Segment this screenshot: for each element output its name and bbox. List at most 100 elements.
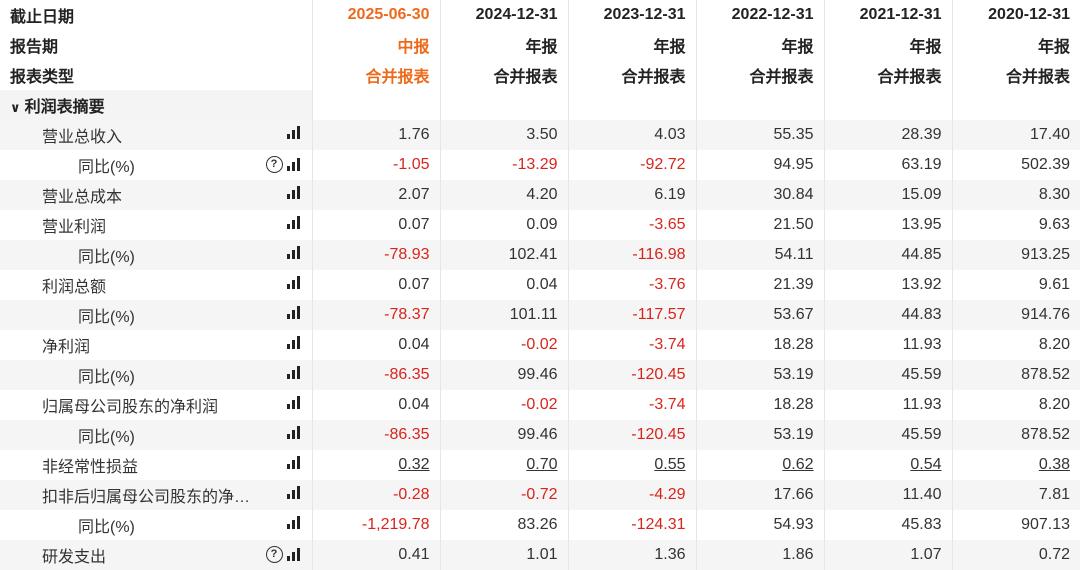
section-empty-cell xyxy=(568,90,697,120)
value-cell: 0.62 xyxy=(696,450,825,480)
value-cell: 63.19 xyxy=(824,150,953,180)
question-circle-icon[interactable]: ? xyxy=(265,156,283,173)
value-cell: 0.38 xyxy=(952,450,1080,480)
row-label-cell: 同比(%) xyxy=(0,360,313,390)
value-cell: 45.59 xyxy=(824,360,953,390)
value-cell: -86.35 xyxy=(312,420,441,450)
value-cell: 6.19 xyxy=(568,180,697,210)
header-cell: 合并报表 xyxy=(952,60,1080,90)
value-cell: -116.98 xyxy=(568,240,697,270)
row-icons xyxy=(286,126,300,139)
value-cell: 53.19 xyxy=(696,360,825,390)
value-cell: 54.93 xyxy=(696,510,825,540)
value-cell: 44.83 xyxy=(824,300,953,330)
section-empty-cell xyxy=(696,90,825,120)
value-cell: -3.74 xyxy=(568,330,697,360)
table-row: 同比(%) -78.93 102.41 -116.98 54.11 44.85 913.25 xyxy=(0,240,1080,270)
row-label: 营业利润 xyxy=(42,219,107,236)
value-cell: 13.95 xyxy=(824,210,953,240)
table-row: 研发支出? 0.41 1.01 1.36 1.86 1.07 0.72 xyxy=(0,540,1080,570)
bar-chart-icon[interactable] xyxy=(286,336,300,349)
value-cell: 914.76 xyxy=(952,300,1080,330)
table-row: 归属母公司股东的净利润 0.04 -0.02 -3.74 18.28 11.93 8.20 xyxy=(0,390,1080,420)
value-cell: 45.59 xyxy=(824,420,953,450)
bar-chart-icon[interactable] xyxy=(286,426,300,439)
row-icons: ? xyxy=(265,546,300,563)
value-cell: -0.02 xyxy=(440,390,569,420)
row-icons xyxy=(286,516,300,529)
value-cell: 7.81 xyxy=(952,480,1080,510)
row-label: 研发支出 xyxy=(42,549,107,566)
question-circle-icon[interactable]: ? xyxy=(265,546,283,563)
value-cell: -0.02 xyxy=(440,330,569,360)
section-empty-cell xyxy=(440,90,569,120)
bar-chart-icon[interactable] xyxy=(286,486,300,499)
section-empty-cell xyxy=(952,90,1080,120)
table-row: 同比(%) -1,219.78 83.26 -124.31 54.93 45.83 907.… xyxy=(0,510,1080,540)
bar-chart-icon[interactable] xyxy=(286,158,300,171)
header-cell: 年报 xyxy=(440,30,569,60)
header-cell: 2022-12-31 xyxy=(696,0,825,30)
table-row: 同比(%) -86.35 99.46 -120.45 53.19 45.59 878.52 xyxy=(0,420,1080,450)
bar-chart-icon[interactable] xyxy=(286,126,300,139)
row-label: 同比(%) xyxy=(78,249,135,266)
row-icons xyxy=(286,486,300,499)
value-cell: 17.40 xyxy=(952,120,1080,150)
row-icons xyxy=(286,306,300,319)
bar-chart-icon[interactable] xyxy=(286,246,300,259)
row-icons xyxy=(286,426,300,439)
row-label-cell: 净利润 xyxy=(0,330,313,360)
bar-chart-icon[interactable] xyxy=(286,548,300,561)
row-icons xyxy=(286,336,300,349)
value-cell: 45.83 xyxy=(824,510,953,540)
value-cell: -13.29 xyxy=(440,150,569,180)
bar-chart-icon[interactable] xyxy=(286,186,300,199)
value-cell: -120.45 xyxy=(568,360,697,390)
value-cell: 99.46 xyxy=(440,360,569,390)
row-label-cell: 归属母公司股东的净利润 xyxy=(0,390,313,420)
row-label-cell: 同比(%) xyxy=(0,240,313,270)
value-cell: 0.54 xyxy=(824,450,953,480)
bar-chart-icon[interactable] xyxy=(286,306,300,319)
chevron-down-icon[interactable]: ∨ xyxy=(10,100,21,115)
row-icons xyxy=(286,366,300,379)
bar-chart-icon[interactable] xyxy=(286,516,300,529)
bar-chart-icon[interactable] xyxy=(286,276,300,289)
bar-chart-icon[interactable] xyxy=(286,396,300,409)
row-icons xyxy=(286,276,300,289)
header-cell: 合并报表 xyxy=(568,60,697,90)
value-cell: 1.07 xyxy=(824,540,953,570)
row-label-cell: 非经常性损益 xyxy=(0,450,313,480)
value-cell: 99.46 xyxy=(440,420,569,450)
section-title[interactable]: ∨ 利润表摘要 xyxy=(0,90,313,120)
bar-chart-icon[interactable] xyxy=(286,216,300,229)
bar-chart-icon[interactable] xyxy=(286,366,300,379)
header-cell: 年报 xyxy=(696,30,825,60)
value-cell: 3.50 xyxy=(440,120,569,150)
table-row: 同比(%) -78.37 101.11 -117.57 53.67 44.83 914.76 xyxy=(0,300,1080,330)
row-label: 扣非后归属母公司股东的净… xyxy=(42,489,251,506)
row-label: 同比(%) xyxy=(78,159,135,176)
row-label-cell: 研发支出? xyxy=(0,540,313,570)
row-label-cell: 营业利润 xyxy=(0,210,313,240)
header-label: 报告期 xyxy=(0,30,313,60)
header-cell: 合并报表 xyxy=(696,60,825,90)
value-cell: 8.20 xyxy=(952,390,1080,420)
value-cell: 28.39 xyxy=(824,120,953,150)
section-row[interactable]: ∨ 利润表摘要 xyxy=(0,90,1080,120)
header-row: 报表类型 合并报表 合并报表 合并报表 合并报表 合并报表 合并报表 xyxy=(0,60,1080,90)
row-icons xyxy=(286,186,300,199)
row-label-cell: 同比(%) xyxy=(0,510,313,540)
row-icons xyxy=(286,216,300,229)
value-cell: 0.04 xyxy=(312,390,441,420)
value-cell: 0.32 xyxy=(312,450,441,480)
bar-chart-icon[interactable] xyxy=(286,456,300,469)
value-cell: -86.35 xyxy=(312,360,441,390)
value-cell: 502.39 xyxy=(952,150,1080,180)
value-cell: 21.39 xyxy=(696,270,825,300)
value-cell: 11.93 xyxy=(824,330,953,360)
value-cell: 30.84 xyxy=(696,180,825,210)
value-cell: -4.29 xyxy=(568,480,697,510)
value-cell: 83.26 xyxy=(440,510,569,540)
value-cell: 0.72 xyxy=(952,540,1080,570)
